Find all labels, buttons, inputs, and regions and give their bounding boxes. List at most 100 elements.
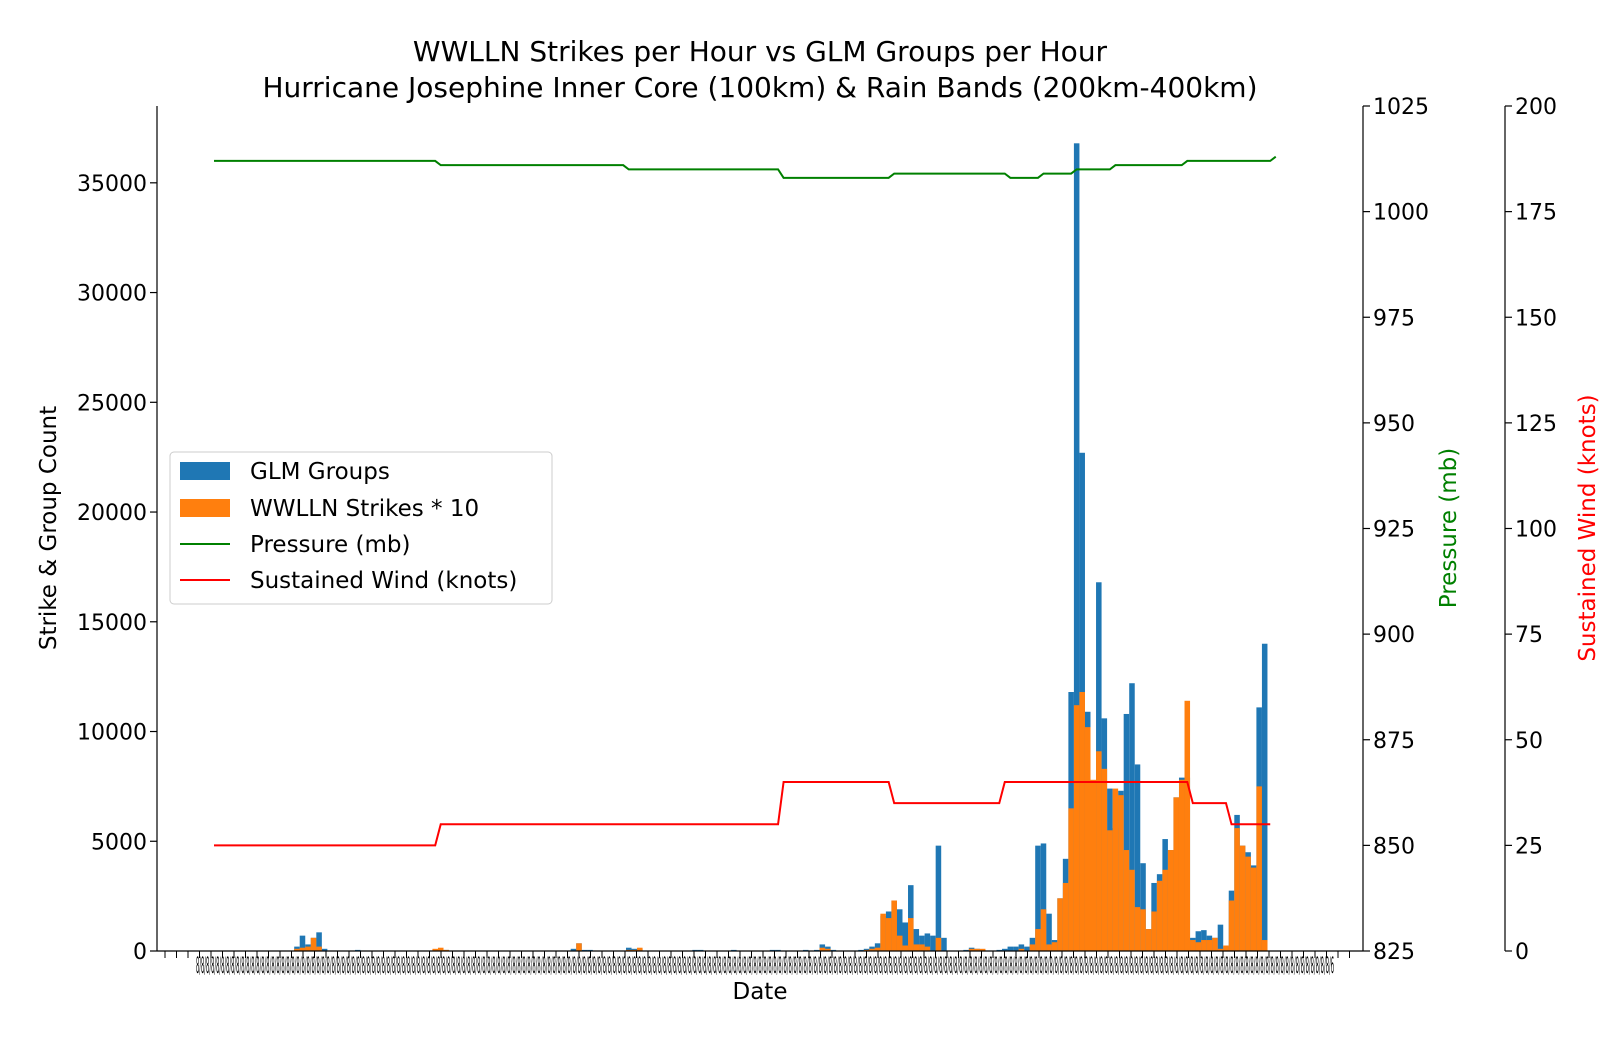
glm-bar [1013, 946, 1019, 951]
wwlln-bar [1062, 882, 1069, 951]
glm-bar [570, 948, 577, 951]
wwlln-bar [891, 900, 897, 951]
wwlln-bar [305, 946, 311, 951]
wind-tick-label: 125 [1515, 412, 1557, 437]
wwlln-bar [1195, 942, 1202, 951]
wind-tick-label: 75 [1515, 623, 1543, 648]
y-tick-label: 25000 [77, 391, 147, 416]
wind-tick-label: 25 [1515, 834, 1543, 859]
glm-bar [1073, 143, 1080, 951]
wwlln-bar [908, 918, 914, 951]
pressure-tick-label: 975 [1373, 306, 1415, 331]
wwlln-bar [1250, 867, 1257, 951]
wind-line [214, 781, 1271, 847]
wwlln-bar [1201, 940, 1207, 951]
glm-bar [1129, 683, 1135, 951]
wwlln-bar [1134, 907, 1141, 951]
wwlln-bar [819, 947, 826, 951]
pressure-y-ticks: 825 850 875 900 925 950 975 1000 1025 [1363, 95, 1429, 965]
wwlln-bar [1178, 779, 1185, 951]
wind-axis-label: Sustained Wind (knots) [1575, 394, 1601, 661]
wwlln-bar [880, 913, 886, 951]
glm-bar [819, 944, 826, 951]
glm-bar [1024, 946, 1030, 951]
wind-tick-label: 175 [1515, 201, 1557, 226]
wwlln-bar [1184, 700, 1191, 951]
wind-tick-label: 100 [1515, 518, 1557, 543]
chart-title: WWLLN Strikes per Hour vs GLM Groups per… [413, 35, 1108, 68]
wwlln-bar [902, 945, 909, 951]
wwlln-bar [1107, 830, 1113, 951]
wwlln-bar [974, 948, 980, 951]
wwlln-bar [1234, 828, 1240, 951]
wwlln-bar [437, 947, 444, 951]
wwlln-bar [1068, 808, 1074, 951]
legend-swatch-wwlln [180, 499, 230, 517]
glm-bar [1261, 643, 1268, 951]
wind-tick-label: 50 [1515, 729, 1543, 754]
wwlln-bar [1090, 779, 1097, 951]
glm-bar [874, 943, 881, 951]
wwlln-bar [869, 948, 875, 951]
y-tick-label: 10000 [77, 721, 147, 746]
glm-bar [935, 845, 942, 951]
wwlln-bar [885, 918, 892, 951]
pressure-tick-label: 1025 [1373, 95, 1429, 120]
wwlln-bar [1151, 911, 1157, 951]
wind-y-ticks: 0 25 50 75 100 125 150 175 200 [1505, 95, 1557, 965]
wwlln-bar [637, 947, 643, 951]
wwlln-bar [316, 946, 322, 951]
glm-bar [321, 948, 328, 951]
wwlln-bar [1096, 751, 1102, 951]
wwlln-bar [1156, 880, 1163, 951]
glm-bar [1046, 913, 1052, 951]
y-tick-label: 35000 [77, 172, 147, 197]
legend-label-wwlln: WWLLN Strikes * 10 [250, 496, 479, 522]
wwlln-bar [924, 946, 931, 951]
y-tick-label: 15000 [77, 611, 147, 636]
legend-swatch-glm [180, 462, 230, 480]
glm-bar [924, 933, 931, 951]
wwlln-bar [294, 948, 300, 951]
wind-tick-label: 200 [1515, 95, 1557, 120]
glm-bar [919, 935, 925, 951]
pressure-tick-label: 950 [1373, 412, 1415, 437]
pressure-tick-label: 900 [1373, 623, 1415, 648]
wwlln-bar [576, 943, 582, 951]
bars-layer [294, 143, 1268, 951]
wwlln-bar [1256, 786, 1262, 951]
wind-tick-label: 150 [1515, 306, 1557, 331]
glm-bar [1123, 713, 1130, 951]
chart-subtitle: Hurricane Josephine Inner Core (100km) &… [262, 71, 1257, 104]
pressure-axis-label: Pressure (mb) [1436, 448, 1462, 608]
legend-label-pressure: Pressure (mb) [250, 532, 410, 558]
y-tick-label: 5000 [91, 830, 147, 855]
wwlln-bar [1173, 797, 1179, 951]
glm-bar [1040, 843, 1047, 951]
wwlln-bar [1162, 869, 1168, 951]
glm-bar [941, 937, 947, 951]
pressure-line [214, 155, 1277, 179]
glm-bar [299, 935, 306, 951]
glm-bar [1007, 946, 1014, 951]
pressure-tick-label: 925 [1373, 518, 1415, 543]
glm-bar [1195, 931, 1202, 951]
y-tick-label: 20000 [77, 501, 147, 526]
pressure-tick-label: 1000 [1373, 201, 1429, 226]
wwlln-bar [310, 937, 317, 951]
wwlln-bar [1245, 856, 1251, 951]
wwlln-bar [1167, 850, 1174, 951]
pressure-tick-label: 825 [1373, 940, 1415, 965]
wwlln-bar [1051, 942, 1058, 951]
glm-bar [825, 946, 831, 951]
legend-frame [169, 451, 553, 605]
wwlln-bar [1079, 692, 1085, 951]
wwlln-bar [1239, 845, 1246, 951]
legend-label-glm: GLM Groups [250, 459, 390, 485]
wwlln-bar [1145, 929, 1152, 951]
wwlln-bar [1035, 929, 1041, 951]
wwlln-bar [979, 948, 986, 951]
legend: GLM Groups WWLLN Strikes * 10 Pressure (… [169, 451, 553, 605]
wwlln-bar [1123, 850, 1130, 951]
